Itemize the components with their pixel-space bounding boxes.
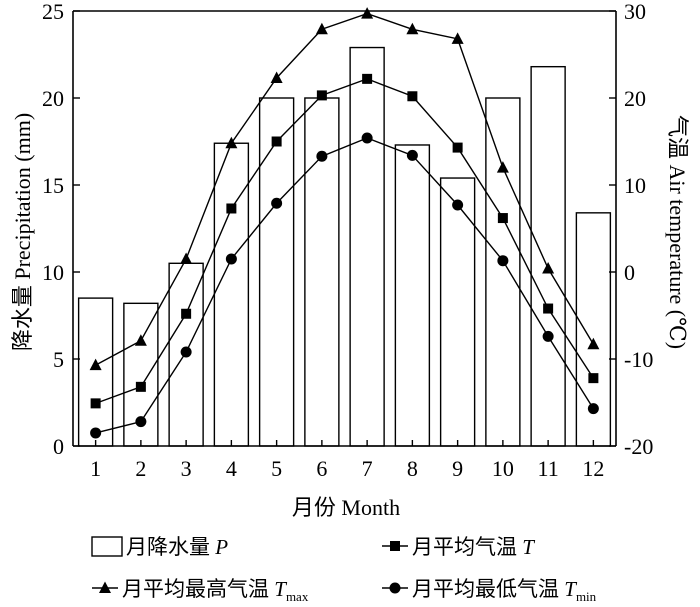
circle-point	[180, 346, 192, 358]
y-left-axis-label: 降水量 Precipitation (mm)	[10, 113, 35, 351]
precipitation-bar	[77, 297, 114, 447]
x-tick-label: 3	[181, 456, 192, 481]
triangle-point	[361, 7, 374, 19]
circle-point	[587, 403, 599, 415]
square-point	[588, 373, 599, 384]
legend: 月降水量 P 月平均气温 T 月平均最高气温 Tmax 月平均最低气温 Tmin	[91, 535, 597, 604]
x-tick-label: 2	[135, 456, 146, 481]
temperature-lines	[89, 7, 600, 439]
square-point	[497, 213, 508, 224]
circle-point	[497, 255, 509, 267]
triangle-point	[451, 32, 464, 44]
circle-point	[271, 197, 283, 209]
triangle-point	[89, 358, 102, 371]
square-point	[271, 136, 282, 147]
precipitation-bar	[349, 46, 385, 447]
precipitation-bar	[439, 177, 476, 447]
triangle-point	[134, 334, 147, 346]
y-left-tick-label: 15	[42, 173, 64, 198]
triangle-point	[587, 337, 600, 350]
x-tick-label: 10	[492, 456, 514, 481]
triangle-point	[542, 262, 555, 274]
y-left-tick-label: 20	[42, 86, 64, 111]
y-left-tick-label: 0	[53, 434, 64, 459]
precipitation-bars	[77, 46, 612, 447]
y-right-tick-label: -20	[624, 434, 653, 459]
square-point	[90, 398, 101, 409]
legend-triangle-marker	[99, 581, 111, 593]
triangle-point	[315, 22, 328, 35]
x-tick-label: 5	[271, 456, 282, 481]
circle-point	[90, 427, 102, 439]
x-tick-label: 12	[582, 456, 604, 481]
circle-series-line	[95, 137, 594, 434]
square-point	[181, 308, 192, 319]
y-right-tick-label: 0	[624, 260, 635, 285]
square-point	[407, 91, 418, 102]
circle-point	[406, 149, 418, 161]
triangle-point	[406, 22, 419, 35]
circle-point	[135, 416, 147, 428]
y-right-tick-label: -10	[624, 347, 653, 372]
precipitation-bar	[304, 97, 340, 447]
triangle-point	[225, 136, 238, 149]
square-series-line	[95, 78, 594, 405]
circle-point	[316, 150, 328, 162]
x-tick-label: 1	[90, 456, 101, 481]
y-right-axis-label: 气温 Air temperature (℃)	[665, 115, 690, 349]
circle-point	[225, 253, 237, 265]
legend-label: 月平均气温 T	[412, 535, 535, 559]
legend-label: 月平均最高气温 Tmax	[122, 577, 309, 604]
legend-label: 月平均最低气温 Tmin	[412, 577, 597, 604]
x-tick-label: 4	[226, 456, 237, 481]
precipitation-bar	[394, 144, 431, 447]
precipitation-bar	[258, 97, 295, 447]
precipitation-bar	[530, 65, 566, 447]
circle-point	[542, 330, 554, 342]
square-point	[452, 142, 463, 153]
precipitation-bar	[213, 142, 250, 447]
legend-square-marker	[390, 541, 400, 551]
precipitation-bar	[485, 97, 521, 447]
triangle-series-line	[95, 12, 594, 366]
triangle-point	[496, 161, 509, 173]
x-axis-label: 月份 Month	[292, 495, 400, 520]
circle-point	[452, 199, 464, 211]
square-point	[316, 90, 327, 101]
legend-circle-marker	[389, 582, 401, 594]
y-left-tick-label: 25	[42, 0, 64, 24]
y-right-tick-label: 20	[624, 86, 646, 111]
square-point	[543, 303, 554, 314]
triangle-point	[180, 252, 193, 264]
square-point	[135, 381, 146, 392]
square-point	[362, 73, 373, 84]
y-left-tick-label: 10	[42, 260, 64, 285]
triangle-point	[270, 71, 283, 83]
y-right-tick-label: 10	[624, 173, 646, 198]
circle-point	[361, 132, 373, 144]
x-tick-label: 11	[538, 456, 559, 481]
x-tick-label: 6	[316, 456, 327, 481]
legend-bar-swatch	[91, 536, 123, 557]
y-left-tick-label: 5	[53, 347, 64, 372]
y-right-tick-label: 30	[624, 0, 646, 24]
x-tick-label: 9	[452, 456, 463, 481]
legend-label: 月降水量 P	[126, 535, 228, 559]
square-point	[226, 203, 237, 214]
x-tick-label: 7	[362, 456, 373, 481]
x-tick-label: 8	[407, 456, 418, 481]
